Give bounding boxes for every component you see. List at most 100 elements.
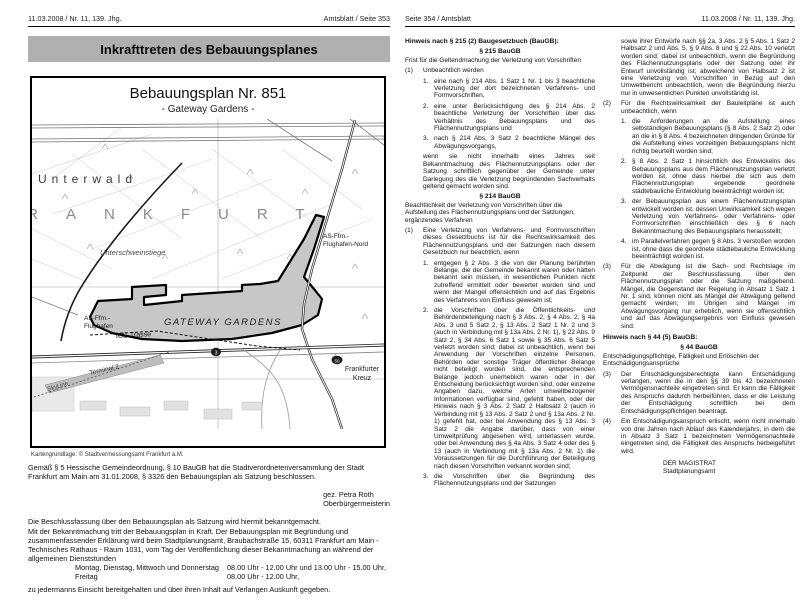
hours-days: Freitag	[75, 572, 98, 581]
hours-days: Montag, Dienstag, Mittwoch und Donnersta…	[75, 563, 219, 572]
page-header: 11.03.2008 / Nr. 11, 139. Jhg. Amtsblatt…	[28, 14, 390, 27]
paragraph-1: (1) Eine Verletzung von Verfahrens- und …	[405, 227, 595, 257]
map-label-as-nord-line2: Flughafen-Nord	[323, 241, 369, 248]
office-hours: Montag, Dienstag, Mittwoch und Donnersta…	[75, 563, 392, 581]
item-text: die Vorschriften über die Begründung des…	[434, 472, 595, 488]
map-label-gateway-gardens: GATEWAY GARDENS	[164, 317, 282, 328]
site-map: 3 50 Unterwald FRANKFURT Unterschweinsti…	[32, 119, 384, 429]
paragraph-tail: wenn sie nicht innerhalb eines Jahres se…	[423, 153, 595, 190]
notice-title-bar: Inkrafttreten des Bebauungsplanes	[28, 36, 390, 62]
signature-role: Oberbürgermeisterin	[323, 499, 390, 508]
map-box: Bebauungsplan Nr. 851 - Gateway Gardens …	[30, 76, 386, 448]
item-text: der Bebauungsplan aus einem Flächennutzu…	[632, 198, 795, 235]
item-text: nach § 214 Abs. 3 Satz 2 beachtliche Män…	[434, 135, 595, 150]
announcement-paragraph: Die Beschlussfassung über den Bebauungsp…	[28, 517, 321, 526]
paragraph-44-3: (3) Der Entschädigungsberechtigte kann E…	[603, 371, 795, 415]
list-item: 2. § 8 Abs. 2 Satz 1 hinsichtlich des En…	[621, 158, 795, 195]
legal-text-column-1: Hinweis nach § 215 (2) Baugesetzbuch (Ba…	[405, 38, 595, 491]
page-left: 11.03.2008 / Nr. 11, 139. Jhg. Amtsblatt…	[28, 14, 392, 594]
law-214-heading: § 214 BauGB	[479, 193, 521, 201]
paragraph-text: Ein Entschädigungsanspruch erlischt, wen…	[621, 418, 795, 455]
item-text: eine unter Berücksichtigung des § 214 Ab…	[434, 102, 595, 133]
law-215-heading: § 215 BauGB	[479, 48, 521, 56]
item-number: 1.	[423, 259, 429, 267]
item-text: § 8 Abs. 2 Satz 1 hinsichtlich des Entwi…	[632, 158, 795, 195]
signoff-magistrat: DER MAGISTRAT	[663, 460, 716, 468]
item-number: 1.	[423, 77, 429, 85]
law-44-subtitle: Entschädigungspflichtige, Fälligkeit und…	[603, 352, 759, 368]
map-label-unterschweinstiege: Unterschweinstiege	[100, 248, 165, 257]
paragraph-2: (2) Für die Rechtswirksamkeit der Baulei…	[603, 100, 795, 115]
item-number: 2.	[621, 158, 627, 166]
map-label-as-flughafen-line1: AS-Ffm.-	[84, 315, 110, 322]
effect-paragraph: Mit der Bekanntmachung tritt der Bebauun…	[28, 527, 379, 563]
item-number: 3.	[423, 472, 429, 480]
header-date: 11.03.2008 / Nr. 11, 139. Jhg.	[28, 14, 122, 23]
map-terminal-area	[32, 350, 263, 420]
map-label-frankfurt: FRANKFURT	[32, 206, 333, 223]
map-top-roads	[32, 119, 384, 316]
paragraph-text: Für die Rechtswirksamkeit der Bauleitplä…	[621, 100, 795, 115]
paragraph-text: Für die Abwägung ist die Sach- und Recht…	[621, 263, 795, 330]
office-hours-row: Montag, Dienstag, Mittwoch und Donnersta…	[75, 563, 392, 572]
map-road-badge-icons: 3 50	[211, 347, 343, 365]
signoff-stadtplanungsamt: Stadtplanungsamt	[663, 467, 716, 475]
hours-times: 08.00 Uhr - 12.00 Uhr und 13.00 Uhr - 15…	[227, 563, 387, 572]
map-source-caption: Kartengrundlage: © Stadtvermessungsamt F…	[31, 452, 184, 458]
hinweis-215-heading: Hinweis nach § 215 (2) Baugesetzbuch (Ba…	[405, 38, 559, 45]
paragraph-number: (1)	[405, 226, 413, 234]
paragraph-text: Eine Verletzung von Verfahrens- und Form…	[423, 226, 595, 257]
item-text: die Vorschriften über die Öffentlichkeit…	[434, 307, 595, 470]
paragraph-number: (2)	[603, 100, 611, 108]
map-forest-parcels	[32, 126, 373, 285]
paragraph-text: Unbeachtlich werden	[423, 67, 484, 75]
item-text: entgegen § 2 Abs. 3 die von der Planung …	[434, 259, 595, 304]
paragraph-text: Der Entschädigungsberechtigte kann Entsc…	[621, 370, 795, 415]
item-number: 3.	[423, 135, 429, 143]
map-plan-area	[88, 213, 326, 343]
office-hours-row: Freitag 08.00 Uhr - 12.00 Uhr,	[75, 572, 392, 581]
paragraph-number: (4)	[603, 418, 611, 426]
paragraph-1: (1) Unbeachtlich werden	[405, 67, 595, 74]
hours-times: 08.00 Uhr - 12.00 Uhr,	[227, 572, 300, 581]
item-number: 2.	[423, 307, 429, 314]
hinweis-44-heading: Hinweis nach § 44 (5) BauGB:	[603, 334, 698, 342]
list-item: 2. die Vorschriften über die Öffentlichk…	[423, 307, 595, 470]
signoff-block: DER MAGISTRAT Stadtplanungsamt	[603, 460, 795, 475]
map-railway-line	[60, 162, 183, 342]
map-ice-line	[89, 330, 301, 351]
page-header: Seite 354 / Amtsblatt 11.03.2008 / Nr. 1…	[405, 14, 795, 27]
legal-text-column-2: sowie ihrer Entwürfe nach §§ 2a, 3 Abs. …	[603, 38, 795, 475]
paragraph-3: (3) Für die Abwägung ist die Sach- und R…	[603, 263, 795, 330]
paragraph-number: (3)	[603, 263, 611, 271]
header-page-number: Seite 354 / Amtsblatt	[405, 14, 471, 23]
map-subtitle: - Gateway Gardens -	[161, 104, 255, 115]
map-title: Bebauungsplan Nr. 851	[129, 85, 287, 102]
list-item: 3. die Vorschriften über die Begründung …	[423, 473, 595, 488]
law-44-heading: § 44 BauGB	[680, 344, 718, 352]
list-item: 3. der Bebauungsplan aus einem Flächennu…	[621, 198, 795, 235]
signature-name: gez. Petra Roth	[323, 490, 374, 499]
continuation-text: sowie ihrer Entwürfe nach §§ 2a, 3 Abs. …	[621, 38, 795, 97]
map-tree-symbols	[61, 143, 369, 360]
road-badge-3: 3	[214, 350, 217, 356]
page-right: Seite 354 / Amtsblatt 11.03.2008 / Nr. 1…	[400, 0, 800, 600]
law-215-subtitle: Frist für die Geltendmachung der Verletz…	[405, 56, 581, 64]
inspection-paragraph: zu jedermanns Einsicht bereitgehalten un…	[28, 585, 331, 594]
list-item: 1. entgegen § 2 Abs. 3 die von der Planu…	[423, 260, 595, 304]
item-number: 2.	[423, 102, 429, 110]
map-motorway-a5	[300, 119, 357, 429]
list-item: 1. eine nach § 214 Abs. 1 Satz 1 Nr. 1 b…	[423, 78, 595, 100]
map-motorway-a3	[32, 343, 384, 429]
item-text: im Parallelverfahren gegen § 8 Abs. 3 ve…	[632, 238, 795, 260]
map-label-as-flughafen-line2: Flughafen	[84, 323, 113, 330]
list-item: 4. im Parallelverfahren gegen § 8 Abs. 3…	[621, 238, 795, 260]
map-label-ice-trasse: ICE-Trasse	[116, 331, 152, 340]
list-item: 1. die Anforderungen an die Aufstellung …	[621, 118, 795, 155]
resolution-paragraph: Gemäß § 5 Hessische Gemeindeordnung, § 1…	[28, 463, 364, 481]
signature-block: gez. Petra Roth Oberbürgermeisterin	[323, 490, 390, 508]
law-214-subtitle: Beachtlichkeit der Verletzung von Vorsch…	[405, 201, 575, 224]
road-badge-50: 50	[334, 358, 340, 363]
header-date: 11.03.2008 / Nr. 11, 139. Jhg.	[701, 14, 795, 23]
